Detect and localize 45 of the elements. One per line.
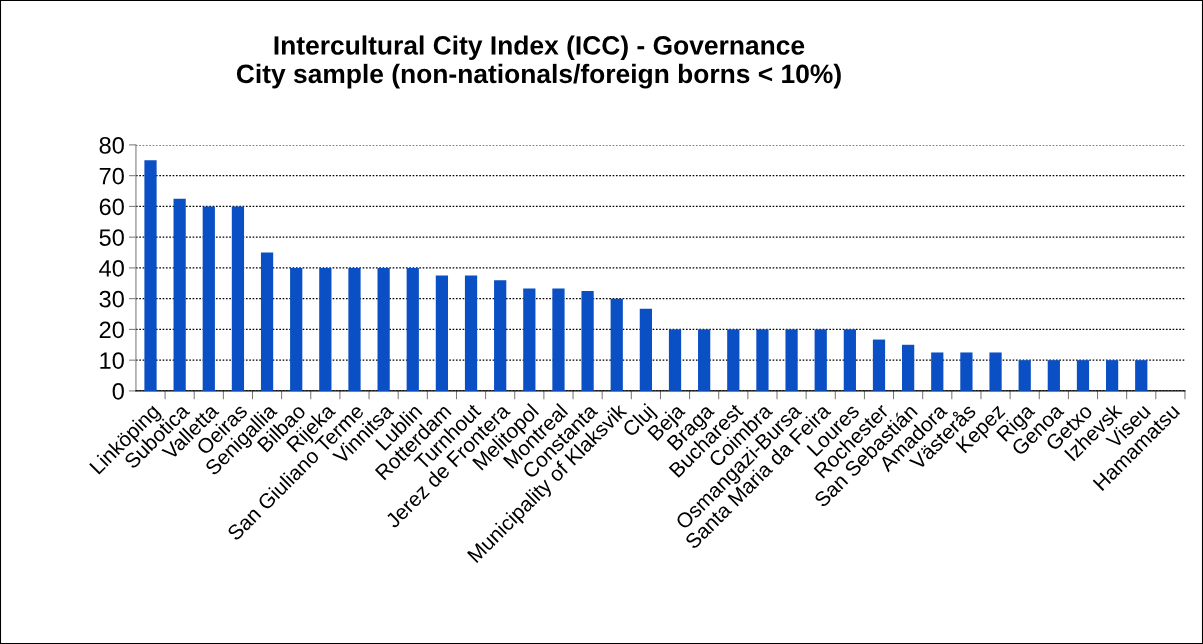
- bar: [698, 329, 711, 391]
- bar: [435, 275, 449, 391]
- bar: [406, 267, 419, 391]
- y-tick-label: 40: [99, 259, 124, 277]
- bar: [668, 329, 682, 391]
- y-tick-label: 20: [99, 321, 124, 339]
- bar: [843, 329, 856, 391]
- bar: [814, 329, 827, 391]
- bar: [494, 280, 507, 391]
- y-tick-label: 60: [99, 198, 124, 216]
- bar: [581, 290, 594, 391]
- bar: [639, 308, 652, 391]
- bar: [231, 206, 245, 391]
- bar: [727, 329, 740, 391]
- bar: [1105, 360, 1119, 391]
- bar: [1047, 360, 1060, 391]
- bar: [1076, 360, 1090, 391]
- bar: [931, 352, 944, 391]
- bar: [377, 267, 390, 391]
- y-tick-label: 10: [100, 352, 124, 369]
- bar: [785, 329, 798, 391]
- bar: [260, 252, 274, 391]
- y-tick-label: 50: [99, 229, 124, 246]
- y-tick-label: 0: [112, 382, 124, 400]
- bar: [523, 288, 536, 391]
- bar: [173, 198, 186, 391]
- bar: [989, 352, 1002, 391]
- y-tick-label: 70: [99, 167, 124, 185]
- bar: [348, 267, 361, 391]
- bar: [960, 352, 973, 391]
- bar: [1018, 360, 1031, 391]
- bar: [290, 267, 303, 391]
- bar: [610, 298, 623, 391]
- bar: [902, 344, 915, 391]
- bar: [202, 206, 215, 391]
- bar: [1135, 360, 1148, 391]
- bar: [319, 267, 332, 391]
- y-tick-label: 30: [99, 290, 124, 308]
- bar: [756, 329, 769, 391]
- bar: [464, 275, 478, 391]
- bar: [144, 160, 157, 391]
- y-tick-label: 80: [99, 136, 124, 154]
- bar: [872, 339, 886, 391]
- chart-title: Intercultural City Index (ICC) - Governance City sample (non-nationals/foreign borns < 10%): [236, 35, 841, 89]
- bar: [552, 288, 565, 391]
